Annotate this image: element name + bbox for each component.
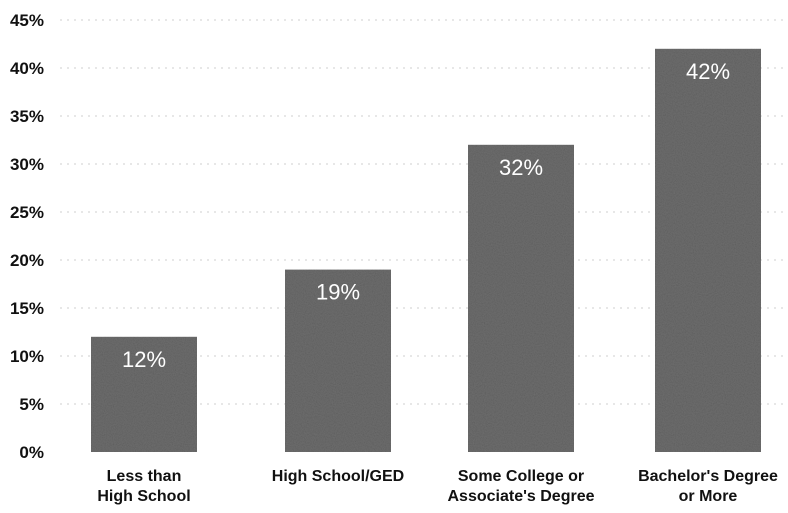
y-tick-label: 0% bbox=[19, 443, 44, 462]
y-tick-label: 10% bbox=[10, 347, 44, 366]
y-tick-label: 40% bbox=[10, 59, 44, 78]
data-label: 19% bbox=[316, 280, 360, 305]
bar bbox=[468, 144, 574, 453]
x-axis: Less than High School High School/GED Some … bbox=[97, 468, 778, 505]
data-label: 12% bbox=[122, 347, 166, 372]
bar bbox=[285, 269, 391, 452]
bar bbox=[91, 336, 197, 452]
y-tick-label: 20% bbox=[10, 251, 44, 270]
y-tick-label: 30% bbox=[10, 155, 44, 174]
bars bbox=[91, 48, 761, 453]
y-tick-label: 25% bbox=[10, 203, 44, 222]
y-tick-label: 15% bbox=[10, 299, 44, 318]
x-tick-label: High School/GED bbox=[272, 468, 404, 485]
x-tick-label: Some College or Associate's Degree bbox=[448, 468, 595, 505]
data-label: 32% bbox=[499, 155, 543, 180]
data-labels: 12% 19% 32% 42% bbox=[122, 59, 730, 372]
data-label: 42% bbox=[686, 59, 730, 84]
x-tick-label: Less than High School bbox=[97, 468, 190, 505]
y-axis: 0% 5% 10% 15% 20% 25% 30% 35% 40% 45% bbox=[10, 11, 44, 462]
y-tick-label: 5% bbox=[19, 395, 44, 414]
y-tick-label: 45% bbox=[10, 11, 44, 30]
y-tick-label: 35% bbox=[10, 107, 44, 126]
x-tick-label: Bachelor's Degree or More bbox=[638, 468, 778, 505]
bar bbox=[655, 48, 761, 453]
